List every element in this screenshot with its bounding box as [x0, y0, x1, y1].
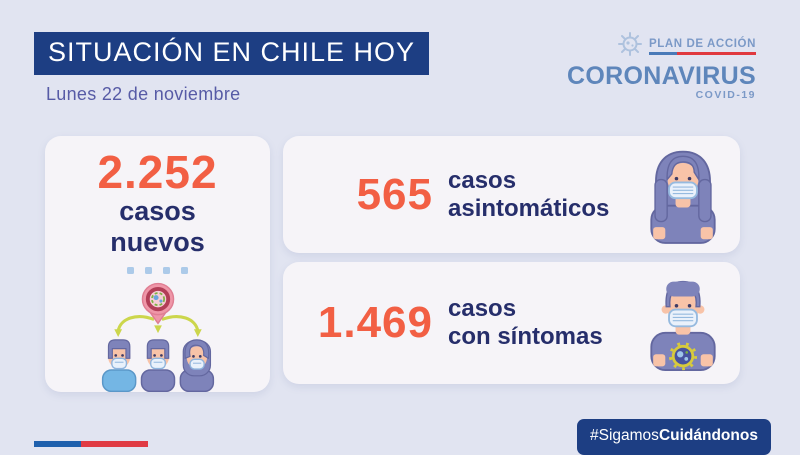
symptomatic-card: 1.469 casos con síntomas — [283, 262, 740, 384]
asymptomatic-card: 565 casos asintomáticos — [283, 136, 740, 253]
dot — [163, 266, 170, 274]
asymptomatic-label-line1: casos — [448, 166, 517, 194]
asymptomatic-value: 565 — [356, 169, 433, 219]
flag-underline — [648, 52, 756, 55]
new-cases-card: 2.252 casos nuevos — [45, 136, 270, 392]
dot — [145, 266, 152, 274]
dots-separator — [127, 266, 188, 274]
date-subtitle: Lunes 22 de noviembre — [46, 84, 241, 104]
new-cases-value: 2.252 — [97, 146, 218, 198]
symptomatic-label-line1: casos — [448, 295, 517, 323]
covid19-label: COVID-19 — [695, 89, 756, 102]
hashtag-bold: Cuidándonos — [658, 427, 758, 444]
gov-flag-bar-blue — [34, 441, 81, 447]
new-cases-label-line2: nuevos — [110, 226, 205, 257]
new-cases-label-line1: casos — [119, 196, 196, 227]
masked-man-virus-illustration — [642, 274, 724, 373]
asymptomatic-label-line2: asintomáticos — [448, 194, 610, 222]
coronavirus-plan-logo: PLAN DE ACCIÓN CORONAVIRUS COVID-19 — [567, 31, 756, 101]
symptomatic-value: 1.469 — [317, 298, 433, 347]
hashtag-badge: #SigamosCuidándonos — [577, 419, 771, 455]
gov-flag-bar-red — [81, 441, 148, 447]
hashtag-prefix: #Sigamos — [590, 427, 659, 444]
dot — [181, 266, 188, 274]
virus-icon — [617, 31, 643, 62]
masked-woman-illustration — [642, 145, 724, 244]
page-title: SITUACIÓN EN CHILE HOY — [34, 32, 430, 75]
coronavirus-wordmark: CORONAVIRUS — [567, 62, 756, 90]
dot — [127, 266, 134, 274]
virus-spread-illustration — [90, 280, 226, 397]
symptomatic-label-line2: con síntomas — [448, 323, 603, 350]
plan-de-accion-label: PLAN DE ACCIÓN — [648, 38, 756, 51]
